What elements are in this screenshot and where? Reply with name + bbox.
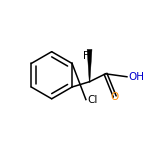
Polygon shape [87,49,92,82]
Text: O: O [111,92,119,102]
Text: F: F [83,51,89,61]
Text: Cl: Cl [87,95,98,105]
Text: OH: OH [128,72,144,82]
